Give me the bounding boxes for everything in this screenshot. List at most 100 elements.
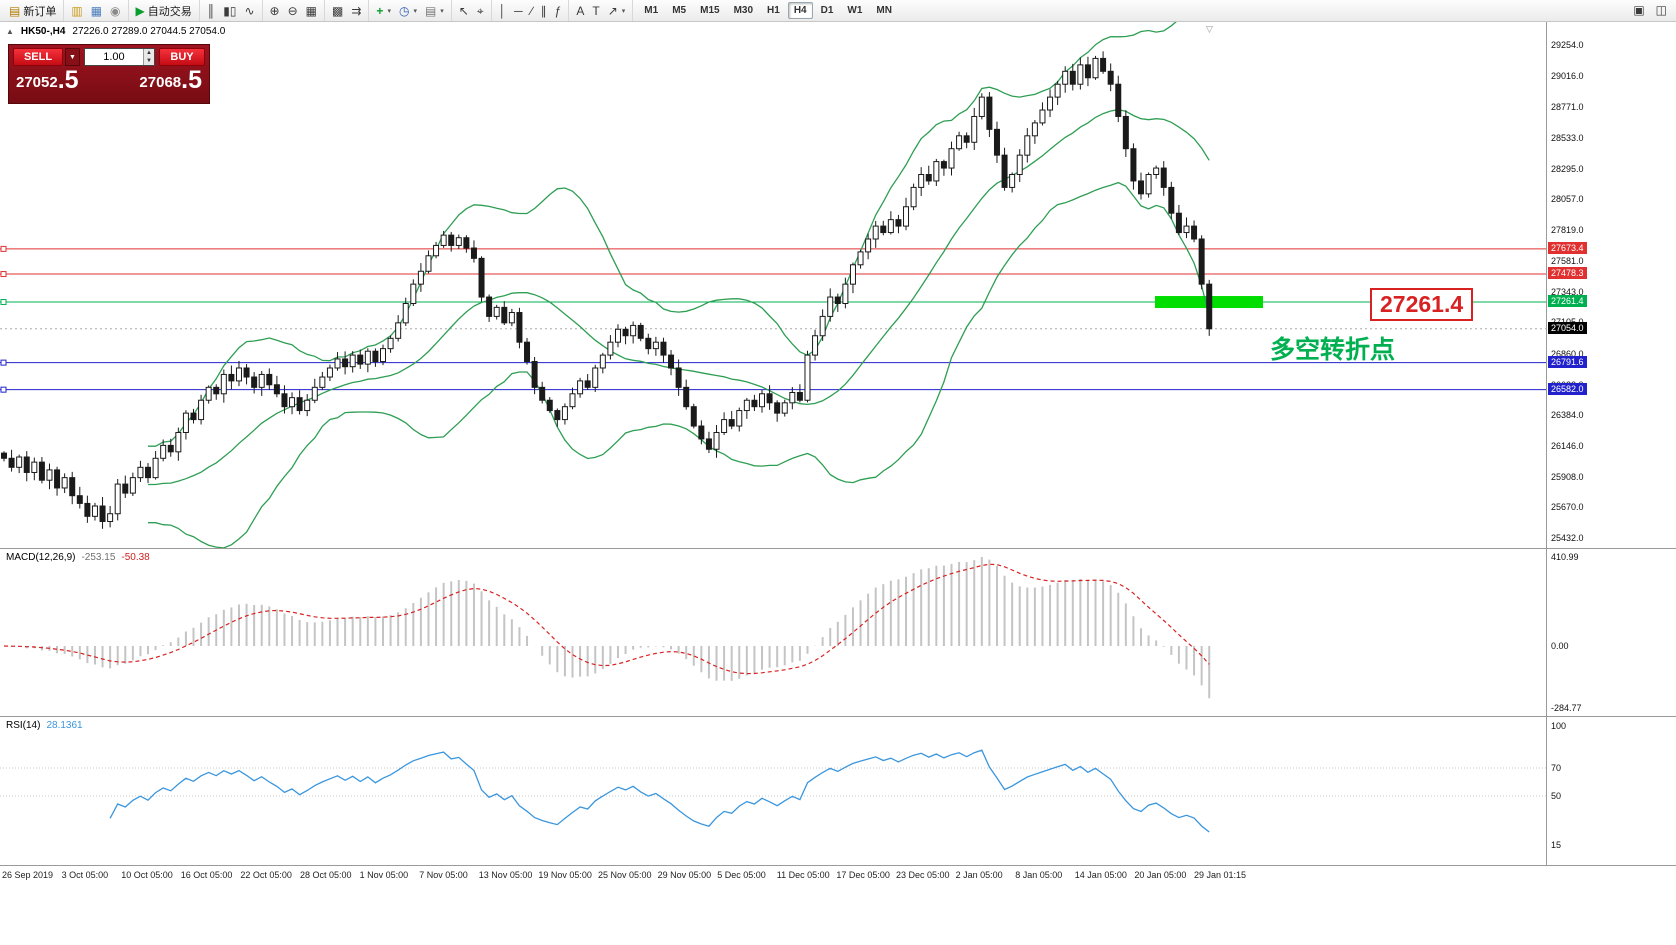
buy-price-pips: .5 [181,66,202,94]
zoom-out-button[interactable]: ⊖ [284,2,302,20]
rsi-name: RSI(14) [6,720,41,731]
sell-price[interactable]: 27052.5 [16,68,79,92]
rsi-panel-separator[interactable] [0,716,1676,717]
timeframe-d1-button[interactable]: D1 [820,5,834,16]
expand-button[interactable]: ◫ [1652,1,1671,19]
macd-panel-separator[interactable] [0,548,1676,549]
time-axis[interactable]: 26 Sep 2019 3 Oct 05:00 10 Oct 05:00 16 Oct… [0,866,1546,885]
market-watch-icon: ▥ [71,3,83,18]
zoom-in-button[interactable]: ⊕ [266,2,284,20]
order-type-dropdown[interactable]: ▼ [65,48,80,66]
cursor-button[interactable]: ↖ [455,2,473,20]
timeframe-h1-button[interactable]: H1 [767,5,780,16]
macd-axis-tick: -284.77 [1551,703,1582,713]
periods-button[interactable]: ◷ ▾ [395,2,421,20]
crosshair-icon: ⌖ [476,3,484,18]
price-tick: 28771.0 [1551,102,1584,113]
timeframe-h4-button[interactable]: H4 [787,2,813,19]
new-order-icon: ▤ [9,3,21,18]
price-tick: 26860.0 [1551,348,1584,359]
dock-icon: ▣ [1633,3,1645,17]
time-label: 17 Dec 05:00 [836,870,890,880]
buy-price[interactable]: 27068.5 [139,66,202,94]
volume-down-button[interactable]: ▼ [145,58,152,64]
tile-windows-button[interactable]: ▦ [302,2,321,20]
timeframe-w1-button[interactable]: W1 [847,5,863,16]
arrange-windows-icon: ▩ [332,3,344,18]
toolbar-button-groups: ▤ 新订单 ▥ ▦ ◉ ▶ 自动交易 ║ ▮▯ ∿ ⊕ ⊖ ▦ ▩ ⇉ + ▾ ◷ ▾ ▤ ▾ ↖ ⌖ │ ─ ∕ ∥ ƒ A T ↗ ▾ [2,0,634,21]
indicators-icon: + [376,3,384,18]
price-axis[interactable]: 29254.0 29016.0 28771.0 28533.0 28295.0 28057… [1547,22,1676,866]
volume-input[interactable] [85,49,143,65]
bar-chart-button[interactable]: ║ [203,2,220,20]
horizontal-line-icon: ─ [514,3,523,18]
timeframe-m5-button[interactable]: M5 [672,5,687,16]
one-click-toggle-icon[interactable]: ▲ [6,27,14,36]
text-button[interactable]: A [572,2,588,20]
price-line-label: 26582.0 [1548,382,1587,395]
price-tick: 29254.0 [1551,40,1584,50]
templates-button[interactable]: ▤ ▾ [421,2,448,20]
auto-trading-button[interactable]: ▶ 自动交易 [135,3,192,18]
time-label: 8 Jan 05:00 [1015,870,1063,880]
bar-chart-icon: ║ [206,3,216,18]
line-chart-button[interactable]: ∿ [240,2,258,20]
new-order-button[interactable]: ▤ 新订单 [9,3,57,18]
macd-axis-tick: 410.99 [1551,552,1579,562]
rsi-label: RSI(14) 28.1361 [6,720,83,731]
tile-windows-icon: ▦ [305,3,318,18]
time-label: 26 Sep 2019 [2,870,54,880]
arrange-windows-button[interactable]: ▩ [328,2,347,20]
timeframe-m15-button[interactable]: M15 [700,5,720,16]
macd-panel[interactable] [0,549,1546,716]
time-axis-separator [0,865,1676,866]
timeframe-mn-button[interactable]: MN [876,5,892,16]
chevron-down-icon: ▾ [440,7,444,15]
text-label-button[interactable]: T [588,2,603,20]
timeframe-m1-button[interactable]: M1 [644,5,659,16]
price-tick: 25670.0 [1551,502,1584,513]
time-label: 22 Oct 05:00 [240,870,292,880]
price-tick: 28533.0 [1551,133,1584,143]
sound-button[interactable]: ◉ [106,2,124,20]
price-chart[interactable] [0,22,1546,548]
candlestick-chart-button[interactable]: ▮▯ [219,2,240,20]
time-label: 13 Nov 05:00 [478,870,533,880]
macd-name: MACD(12,26,9) [6,552,76,563]
time-label: 25 Nov 05:00 [598,870,652,880]
price-line-label: 26791.6 [1548,355,1587,368]
buy-button[interactable]: BUY [159,48,205,66]
trendline-button[interactable]: ∕ [527,2,537,20]
rsi-panel[interactable] [0,717,1546,865]
rsi-axis-tick: 100 [1551,721,1567,731]
arrows-button[interactable]: ↗ ▾ [604,2,630,20]
fibonacci-button[interactable]: ƒ [551,2,566,20]
sell-button[interactable]: SELL [13,48,63,66]
volume-up-button[interactable]: ▲ [145,50,152,56]
cursor-icon: ↖ [458,3,469,18]
auto-scroll-button[interactable]: ⇉ [347,2,365,20]
market-watch-button[interactable]: ▥ [67,2,86,20]
horizontal-line-button[interactable]: ─ [510,2,527,20]
price-tick: 28057.0 [1551,194,1584,205]
macd-main-value: -253.15 [81,552,116,563]
price-axis-border [1546,22,1547,866]
chart-shift-marker[interactable]: ▽ [1206,24,1213,34]
crosshair-button[interactable]: ⌖ [473,2,488,20]
indicators-button[interactable]: + ▾ [372,2,395,20]
price-tick: 25432.0 [1551,533,1584,543]
current-price-label: 27054.0 [1548,321,1587,334]
vertical-line-button[interactable]: │ [495,2,511,20]
price-callout[interactable]: 27261.4 [1370,288,1474,321]
volume-control: ▲ ▼ [84,48,155,66]
timeframe-m30-button[interactable]: M30 [733,5,754,16]
price-tick: 27819.0 [1551,225,1584,236]
price-line-label: 27261.4 [1548,295,1587,308]
rsi-axis-tick: 15 [1551,840,1562,850]
channel-button[interactable]: ∥ [537,2,551,20]
dock-button[interactable]: ▣ [1629,1,1648,19]
turning-point-note[interactable]: 多空转折点 [1270,336,1396,364]
time-label: 28 Oct 05:00 [300,870,352,880]
navigator-button[interactable]: ▦ [87,2,106,20]
time-label: 7 Nov 05:00 [419,870,468,880]
